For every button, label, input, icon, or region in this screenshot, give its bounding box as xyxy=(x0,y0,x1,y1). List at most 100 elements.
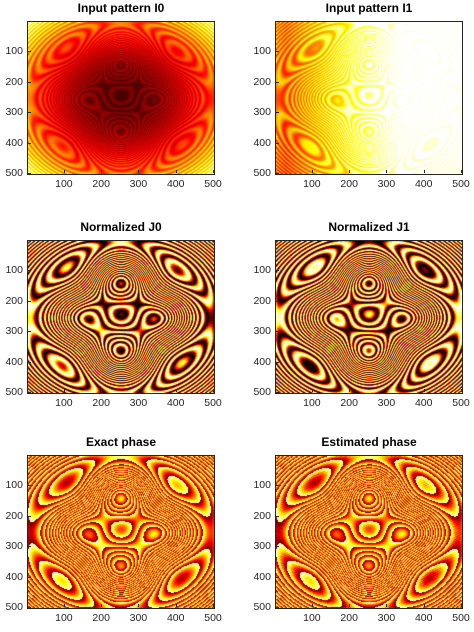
x-tick-label: 100 xyxy=(55,397,73,409)
y-tick-mark xyxy=(28,81,31,83)
x-tick-label: 400 xyxy=(166,178,185,190)
y-tick-mark xyxy=(28,607,31,608)
y-tick-label: 200 xyxy=(253,294,271,307)
x-tick-label: 500 xyxy=(204,612,222,624)
y-tick-mark xyxy=(276,361,279,363)
heatmap-image xyxy=(276,456,462,608)
x-tick-label: 200 xyxy=(340,397,358,409)
x-tick-label: 200 xyxy=(340,612,358,624)
chart-title: Input pattern I1 xyxy=(325,1,413,15)
y-tick-mark xyxy=(276,81,279,83)
x-tick-label: 100 xyxy=(303,397,321,409)
x-tick-mark xyxy=(101,389,103,392)
y-tick-mark xyxy=(276,142,279,144)
y-tick-label: 300 xyxy=(253,325,271,338)
x-tick-mark xyxy=(101,604,103,607)
panel-exact-phase: Exact phase 100 200 300 400 500 100 200 300 400 5… xyxy=(5,435,221,624)
x-tick-mark xyxy=(423,170,425,173)
y-tick-mark xyxy=(28,112,31,114)
y-tick-mark xyxy=(276,51,279,53)
x-tick-label: 400 xyxy=(166,612,185,624)
y-tick-mark xyxy=(276,485,279,487)
heatmap-image xyxy=(28,22,214,174)
y-tick-label: 500 xyxy=(5,386,23,398)
y-tick-label: 400 xyxy=(5,355,23,368)
y-tick-label: 200 xyxy=(253,509,271,522)
y-tick-label: 400 xyxy=(5,136,23,149)
y-tick-label: 200 xyxy=(5,75,23,88)
x-tick-label: 300 xyxy=(129,178,148,190)
y-tick-mark xyxy=(28,546,31,548)
y-tick-mark xyxy=(28,515,31,517)
chart-title: Exact phase xyxy=(85,435,157,449)
x-tick-mark xyxy=(423,389,425,392)
y-tick-mark xyxy=(276,300,279,302)
y-tick-mark xyxy=(28,361,31,363)
heatmap-plot xyxy=(275,455,463,609)
y-tick-mark xyxy=(28,331,31,333)
heatmap-image xyxy=(28,456,214,608)
x-tick-mark xyxy=(423,604,425,607)
y-tick-mark xyxy=(28,300,31,302)
y-tick-label: 400 xyxy=(253,355,271,368)
x-tick-mark xyxy=(101,170,103,173)
y-tick-mark xyxy=(276,270,279,272)
y-tick-label: 100 xyxy=(253,479,271,492)
y-tick-label: 200 xyxy=(5,509,23,522)
x-tick-mark xyxy=(311,604,313,607)
y-tick-label: 300 xyxy=(253,540,271,553)
x-tick-mark xyxy=(213,170,214,173)
chart-title: Normalized J1 xyxy=(328,220,410,234)
x-tick-label: 100 xyxy=(303,178,321,190)
y-tick-label: 300 xyxy=(253,106,271,119)
x-tick-label: 400 xyxy=(414,178,433,190)
x-tick-label: 400 xyxy=(166,397,185,409)
y-tick-label: 500 xyxy=(253,167,271,179)
heatmap-image xyxy=(28,241,214,393)
panel-normalized-j0: Normalized J0 100 200 300 400 500 100 200 300 40… xyxy=(5,220,221,409)
x-tick-label: 300 xyxy=(377,612,396,624)
x-tick-label: 300 xyxy=(129,612,148,624)
x-tick-mark xyxy=(386,170,388,173)
x-tick-mark xyxy=(386,389,388,392)
y-tick-label: 300 xyxy=(5,325,23,338)
heatmap-plot xyxy=(27,240,215,394)
x-tick-label: 100 xyxy=(55,178,73,190)
heatmap-plot xyxy=(27,455,215,609)
heatmap-plot xyxy=(275,240,463,394)
x-tick-mark xyxy=(386,604,388,607)
x-tick-label: 500 xyxy=(452,612,470,624)
x-tick-label: 100 xyxy=(55,612,73,624)
x-tick-label: 200 xyxy=(92,397,110,409)
y-tick-label: 400 xyxy=(5,570,23,583)
x-tick-mark xyxy=(138,170,140,173)
y-tick-label: 400 xyxy=(253,570,271,583)
y-tick-mark xyxy=(276,331,279,333)
heatmap-plot xyxy=(275,21,463,175)
y-tick-label: 500 xyxy=(5,601,23,613)
y-tick-label: 100 xyxy=(253,264,271,277)
x-tick-mark xyxy=(461,604,462,607)
y-tick-label: 300 xyxy=(5,540,23,553)
x-tick-mark xyxy=(461,389,462,392)
y-tick-mark xyxy=(276,112,279,114)
x-tick-mark xyxy=(138,604,140,607)
y-tick-label: 100 xyxy=(253,45,271,58)
x-tick-mark xyxy=(63,170,65,173)
x-tick-label: 500 xyxy=(452,178,470,190)
x-tick-mark xyxy=(349,170,351,173)
x-tick-mark xyxy=(63,389,65,392)
x-tick-label: 200 xyxy=(92,178,110,190)
y-tick-label: 100 xyxy=(5,264,23,277)
y-tick-mark xyxy=(28,173,31,174)
y-tick-mark xyxy=(276,607,279,608)
x-tick-mark xyxy=(311,389,313,392)
x-tick-mark xyxy=(213,389,214,392)
x-tick-mark xyxy=(349,604,351,607)
x-tick-label: 200 xyxy=(92,612,110,624)
x-tick-label: 100 xyxy=(303,612,321,624)
y-tick-label: 200 xyxy=(5,294,23,307)
x-tick-mark xyxy=(175,170,177,173)
y-tick-label: 100 xyxy=(5,45,23,58)
y-tick-mark xyxy=(28,270,31,272)
